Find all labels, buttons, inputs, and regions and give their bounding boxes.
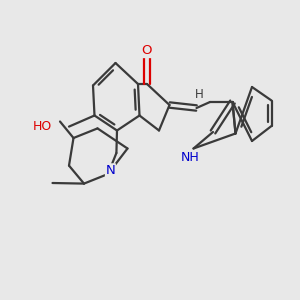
Text: H: H (195, 88, 204, 101)
Text: N: N (106, 164, 115, 177)
Text: NH: NH (181, 151, 200, 164)
Text: O: O (142, 44, 152, 58)
Text: HO: HO (33, 120, 52, 133)
